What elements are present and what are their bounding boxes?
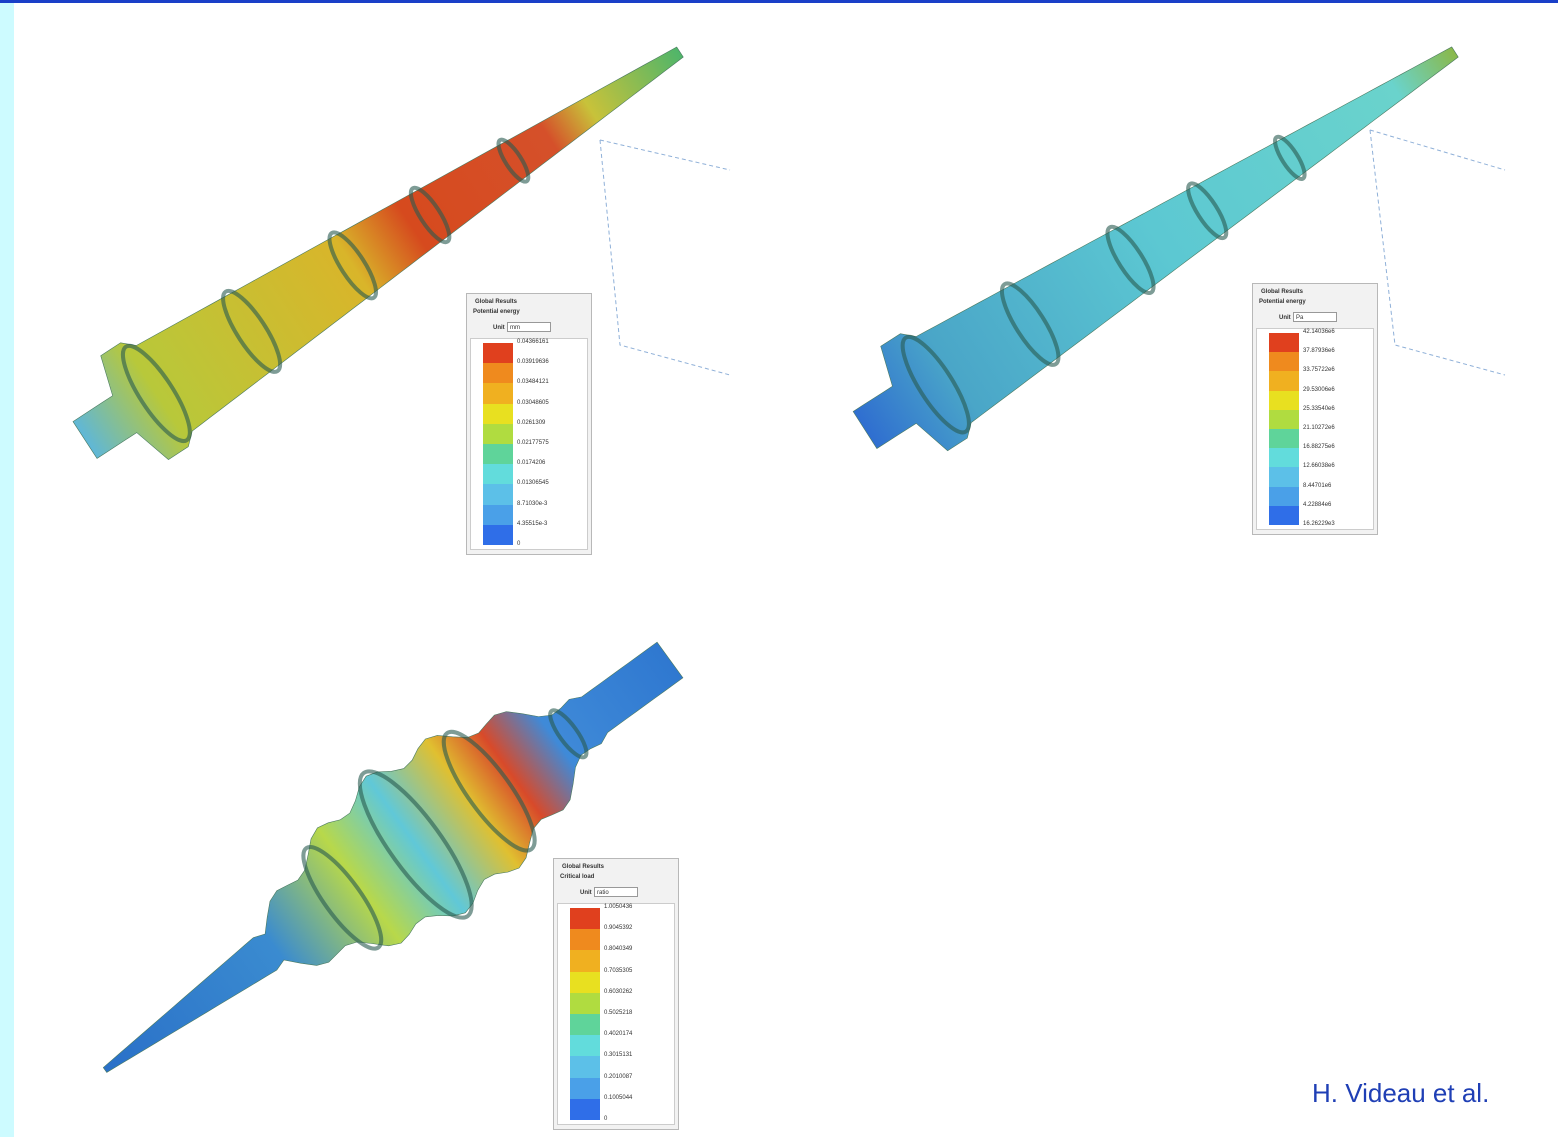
- color-band: [1269, 467, 1299, 486]
- scale-label: 0.0174206: [517, 460, 545, 466]
- unit-label: Unit: [493, 325, 505, 331]
- color-band: [483, 424, 513, 444]
- color-band: [570, 950, 600, 971]
- scale-label: 0.02177575: [517, 440, 549, 446]
- color-band: [483, 383, 513, 403]
- scale-label: 8.71030e-3: [517, 501, 547, 507]
- scale-box: 42.14036e6 37.87936e6 33.75722e6 29.53006e6…: [1256, 328, 1374, 530]
- scale-label: 1.0050436: [604, 904, 632, 910]
- scale-label: 29.53006e6: [1303, 387, 1335, 393]
- color-band: [570, 1014, 600, 1035]
- color-band: [570, 972, 600, 993]
- color-band: [570, 1078, 600, 1099]
- unit-select[interactable]: Pa: [1293, 312, 1337, 322]
- scale-label: 0.9045392: [604, 925, 632, 931]
- renders: [0, 0, 1558, 1137]
- color-band: [1269, 410, 1299, 429]
- color-band: [1269, 429, 1299, 448]
- scale-label: 0.03048605: [517, 400, 549, 406]
- scale-label: 0.7035305: [604, 968, 632, 974]
- scale-label: 0.8040349: [604, 946, 632, 952]
- color-band: [1269, 391, 1299, 410]
- slide: Global ResultsPotential energyUnitmm0.04…: [0, 0, 1558, 1137]
- panel-title: Global Results: [562, 864, 604, 870]
- color-band: [1269, 352, 1299, 371]
- color-band: [1269, 448, 1299, 467]
- quantity: Potential energy: [473, 309, 520, 315]
- unit-label: Unit: [1279, 315, 1291, 321]
- scale-label: 0.3015131: [604, 1052, 632, 1058]
- color-band: [483, 404, 513, 424]
- color-band: [1269, 506, 1299, 525]
- scale-label: 25.33540e6: [1303, 406, 1335, 412]
- color-band: [483, 505, 513, 525]
- color-band: [483, 343, 513, 363]
- color-band: [483, 464, 513, 484]
- scale-label: 0.5025218: [604, 1010, 632, 1016]
- scale-label: 21.10272e6: [1303, 425, 1335, 431]
- color-band: [570, 929, 600, 950]
- scale-label: 0.1005044: [604, 1095, 632, 1101]
- scale-label: 4.35515e-3: [517, 521, 547, 527]
- color-band: [570, 908, 600, 929]
- scale-label: 0.04366161: [517, 339, 549, 345]
- frame-sketch: [1370, 130, 1505, 375]
- unit-select[interactable]: mm: [507, 322, 551, 332]
- scale-box: 0.04366161 0.03919636 0.03484121 0.03048605…: [470, 338, 588, 550]
- color-band: [483, 363, 513, 383]
- color-band: [483, 444, 513, 464]
- color-band: [1269, 487, 1299, 506]
- shaft: [51, 0, 714, 492]
- scale-label: 33.75722e6: [1303, 367, 1335, 373]
- scale-label: 4.22884e6: [1303, 502, 1331, 508]
- panel-title: Global Results: [1261, 289, 1303, 295]
- scale-label: 42.14036e6: [1303, 329, 1335, 335]
- color-band: [483, 525, 513, 545]
- scale-label: 8.44701e6: [1303, 483, 1331, 489]
- color-band: [570, 993, 600, 1014]
- scale-label: 12.66038e6: [1303, 463, 1335, 469]
- panel-title: Global Results: [475, 299, 517, 305]
- scale-box: 1.0050436 0.9045392 0.8040349 0.7035305 0.60…: [557, 903, 675, 1125]
- scale-label: 16.26229e3: [1303, 521, 1335, 527]
- color-band: [483, 484, 513, 504]
- quantity: Critical load: [560, 874, 594, 880]
- color-band: [570, 1099, 600, 1120]
- quantity: Potential energy: [1259, 299, 1306, 305]
- color-band: [570, 1056, 600, 1077]
- unit-label: Unit: [580, 890, 592, 896]
- scale-label: 0: [517, 541, 520, 547]
- color-band: [1269, 333, 1299, 352]
- shaft: [832, 0, 1489, 482]
- scale-label: 0.03919636: [517, 359, 549, 365]
- shaft-body: [832, 0, 1489, 482]
- frame-sketch: [600, 140, 730, 375]
- scale-label: 0.4020174: [604, 1031, 632, 1037]
- scale-label: 16.88275e6: [1303, 444, 1335, 450]
- scale-label: 0.0261309: [517, 420, 545, 426]
- color-band: [570, 1035, 600, 1056]
- shaft-body: [51, 0, 714, 492]
- scale-label: 37.87936e6: [1303, 348, 1335, 354]
- credit: H. Videau et al.: [1312, 1078, 1489, 1109]
- scale-label: 0.2010087: [604, 1074, 632, 1080]
- scale-label: 0.01306545: [517, 480, 549, 486]
- unit-select[interactable]: ratio: [594, 887, 638, 897]
- scale-label: 0.6030262: [604, 989, 632, 995]
- scale-label: 0.03484121: [517, 379, 549, 385]
- scale-label: 0: [604, 1116, 607, 1122]
- color-band: [1269, 371, 1299, 390]
